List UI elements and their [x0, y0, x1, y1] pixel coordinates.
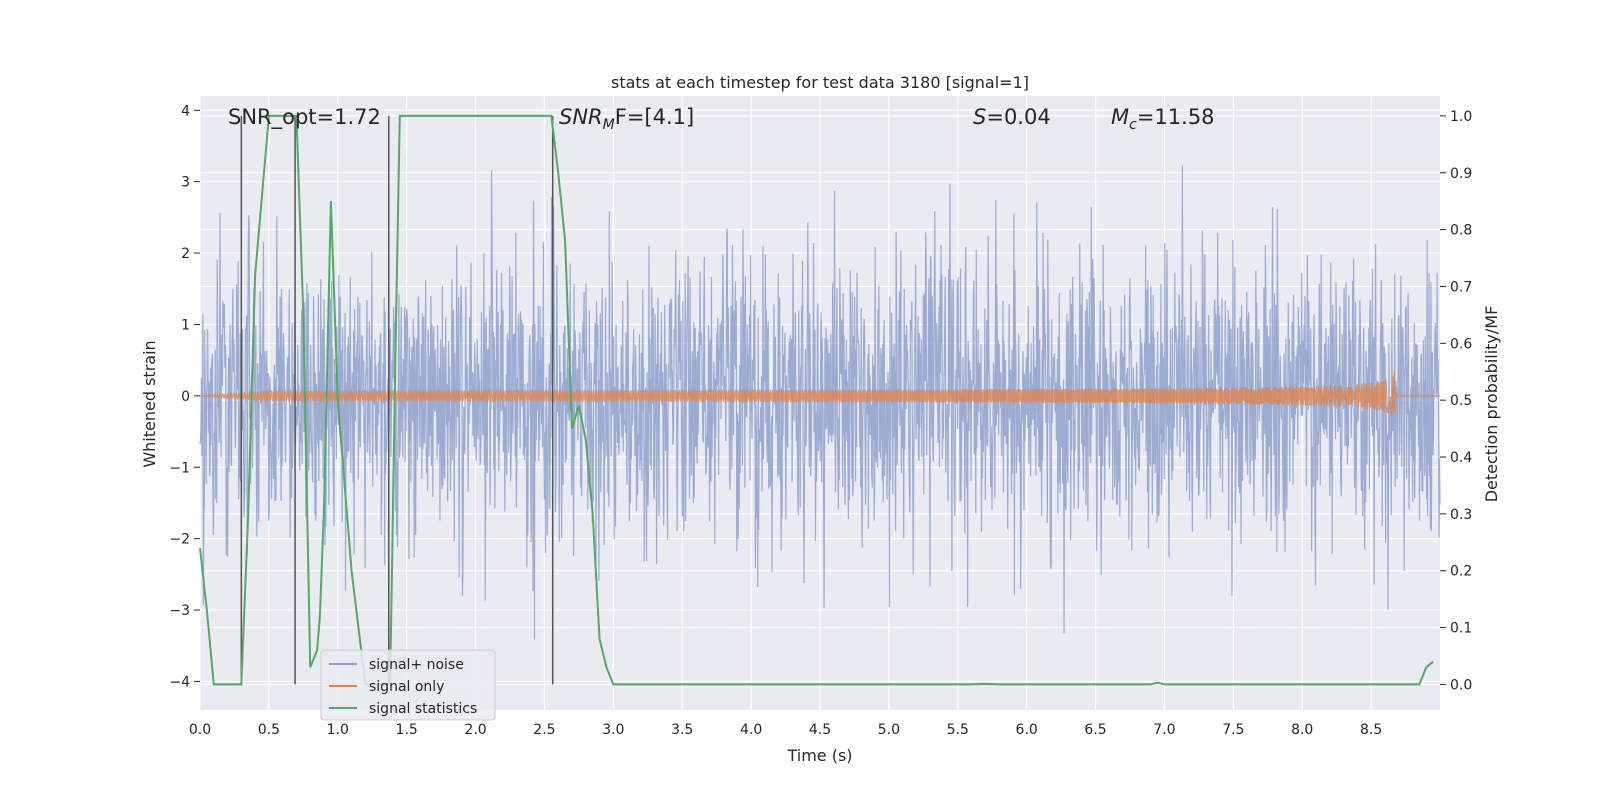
x-tick-label-6: 3.0: [602, 722, 624, 738]
legend-box: [320, 649, 496, 721]
y-right-tick-label-1: 0.9: [1450, 166, 1472, 182]
x-tick-label-1: 0.5: [258, 722, 280, 738]
y-right-tick-label-8: 0.2: [1450, 564, 1472, 580]
x-tick-label-0: 0.0: [189, 722, 211, 738]
x-tick-label-16: 8.0: [1291, 722, 1313, 738]
y-tick-label-7: −3: [169, 603, 190, 619]
chart-title: stats at each timestep for test data 318…: [611, 73, 1029, 92]
y-right-tick-label-4: 0.6: [1450, 336, 1472, 352]
legend-label-signal-noise: signal+ noise: [369, 657, 464, 673]
series-signal-statistics: [199, 114, 1434, 686]
y-tick-label-1: 3: [181, 175, 190, 191]
x-tick-label-15: 7.5: [1222, 722, 1244, 738]
y-right-tick-label-9: 0.1: [1450, 621, 1472, 637]
x-axis-label: Time (s): [786, 746, 852, 765]
x-tick-label-12: 6.0: [1016, 722, 1038, 738]
annotation-snr-opt: SNR_opt=1.72: [228, 105, 381, 130]
y-axis-label: Whitened strain: [140, 340, 159, 467]
y-tick-label-8: −4: [169, 674, 190, 690]
legend: signal+ noise signal only signal statist…: [320, 649, 496, 721]
x-tick-label-17: 8.5: [1360, 722, 1382, 738]
y-right-tick-label-3: 0.7: [1450, 279, 1472, 295]
y-right-tick-label-2: 0.8: [1450, 223, 1472, 239]
y-axis-right-ticks: 1.0 0.9 0.8 0.7 0.6 0.5 0.4 0.3 0.2 0.1 0.0: [1440, 109, 1472, 693]
x-tick-label-3: 1.5: [396, 722, 418, 738]
chirp-line: [199, 372, 1440, 416]
legend-label-signal-statistics: signal statistics: [369, 701, 477, 717]
y-tick-label-2: 2: [181, 246, 190, 262]
x-tick-label-11: 5.5: [947, 722, 969, 738]
series-signal-only: [199, 372, 1440, 416]
annotation-snr-mf: SNRMF=[4.1]: [559, 105, 694, 133]
x-tick-label-8: 4.0: [740, 722, 762, 738]
y-tick-label-3: 1: [181, 317, 190, 333]
legend-label-signal-only: signal only: [369, 679, 444, 695]
annotation-s: S=0.04: [973, 105, 1051, 129]
y-axis-ticks: 4 3 2 1 0 −1 −2 −3 −4: [169, 103, 200, 690]
x-tick-label-5: 2.5: [533, 722, 555, 738]
stats-line: [199, 114, 1434, 686]
y-right-tick-label-0: 1.0: [1450, 109, 1472, 125]
x-tick-label-4: 2.0: [464, 722, 486, 738]
x-axis-ticks: 0.0 0.5 1.0 1.5 2.0 2.5 3.0 3.5 4.0 4.5 5.0 5.5 6.0 6…: [189, 722, 1382, 738]
x-tick-label-9: 4.5: [809, 722, 831, 738]
x-tick-label-7: 3.5: [671, 722, 693, 738]
y-right-tick-label-7: 0.3: [1450, 507, 1472, 523]
x-tick-label-14: 7.0: [1153, 722, 1175, 738]
x-tick-label-10: 5.0: [878, 722, 900, 738]
x-tick-label-2: 1.0: [327, 722, 349, 738]
y-tick-label-0: 4: [181, 103, 190, 119]
y-tick-label-6: −2: [169, 532, 190, 548]
annotation-mc: Mc=11.58: [1111, 105, 1215, 133]
y-right-tick-label-5: 0.5: [1450, 393, 1472, 409]
y-tick-label-4: 0: [181, 389, 190, 405]
y-axis-right-label: Detection probability/MF: [1482, 306, 1501, 503]
x-tick-label-13: 6.5: [1084, 722, 1106, 738]
y-right-tick-label-10: 0.0: [1450, 677, 1472, 693]
y-right-tick-label-6: 0.4: [1450, 450, 1472, 466]
y-tick-label-5: −1: [169, 460, 190, 476]
vertical-markers: [240, 115, 554, 685]
